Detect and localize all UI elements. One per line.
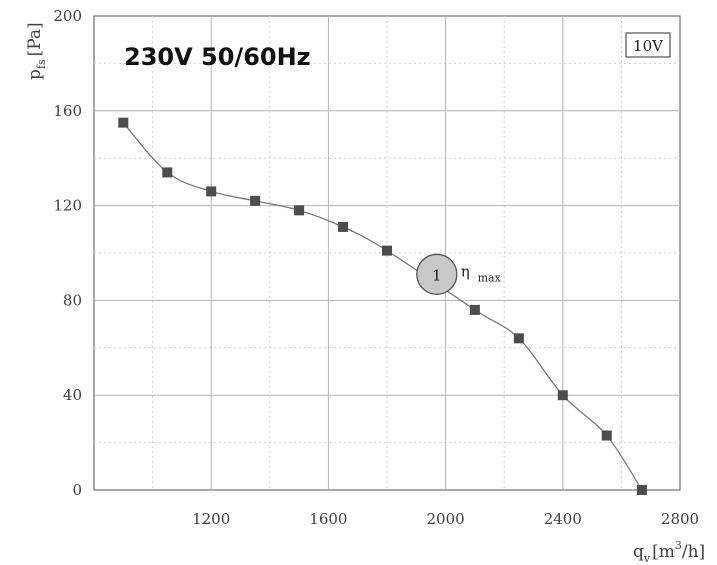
y-axis-unit: [Pa] bbox=[25, 22, 45, 56]
data-point bbox=[469, 304, 480, 315]
data-point bbox=[636, 485, 647, 495]
data-point bbox=[250, 195, 261, 206]
data-point bbox=[382, 245, 392, 256]
data-point bbox=[294, 205, 305, 216]
data-point bbox=[162, 167, 173, 178]
operating-point-marker bbox=[416, 253, 458, 295]
x-axis-unit-exponent: 3 bbox=[675, 539, 682, 552]
x-axis-unit-end: /h] bbox=[682, 542, 705, 562]
chart-title: 230V 50/60Hz bbox=[124, 43, 311, 71]
operating-point: 1 η max bbox=[416, 253, 502, 295]
data-point bbox=[338, 221, 349, 232]
efficiency-subscript: max bbox=[478, 271, 502, 284]
x-tick-label: 1600 bbox=[309, 510, 347, 528]
data-point bbox=[601, 430, 612, 441]
data-point bbox=[206, 186, 217, 197]
data-point bbox=[513, 333, 524, 344]
operating-point-number: 1 bbox=[432, 266, 442, 284]
data-point bbox=[118, 117, 129, 128]
voltage-badge-label: 10V bbox=[633, 37, 664, 55]
data-point bbox=[557, 390, 568, 401]
minor-gridlines bbox=[94, 16, 680, 490]
y-axis-title: pfs [Pa] bbox=[25, 22, 48, 80]
y-tick-label: 40 bbox=[63, 386, 82, 404]
x-axis-title: qv [m3/h] bbox=[633, 539, 705, 565]
major-gridlines bbox=[94, 16, 680, 490]
y-tick-label: 160 bbox=[53, 102, 82, 120]
x-tick-label: 1200 bbox=[192, 510, 230, 528]
x-axis-unit-start: [m bbox=[652, 542, 675, 562]
x-tick-label: 2000 bbox=[427, 510, 465, 528]
y-tick-labels: 0 40 80 120 160 200 bbox=[53, 7, 82, 499]
y-tick-label: 200 bbox=[53, 7, 82, 25]
y-tick-label: 80 bbox=[63, 291, 82, 309]
voltage-badge: 10V bbox=[625, 32, 671, 58]
y-axis-symbol: p bbox=[25, 69, 45, 80]
x-axis-symbol: q bbox=[633, 542, 644, 562]
x-axis-subscript: v bbox=[643, 552, 651, 565]
efficiency-symbol: η bbox=[461, 262, 470, 280]
y-tick-label: 0 bbox=[72, 481, 82, 499]
y-tick-label: 120 bbox=[53, 197, 82, 215]
y-axis-subscript: fs bbox=[35, 59, 48, 69]
x-tick-labels: 1200 1600 2000 2400 2800 bbox=[192, 510, 699, 528]
data-points bbox=[118, 117, 647, 495]
x-tick-label: 2400 bbox=[544, 510, 582, 528]
x-tick-label: 2800 bbox=[661, 510, 699, 528]
efficiency-max-label: η max bbox=[461, 262, 502, 284]
